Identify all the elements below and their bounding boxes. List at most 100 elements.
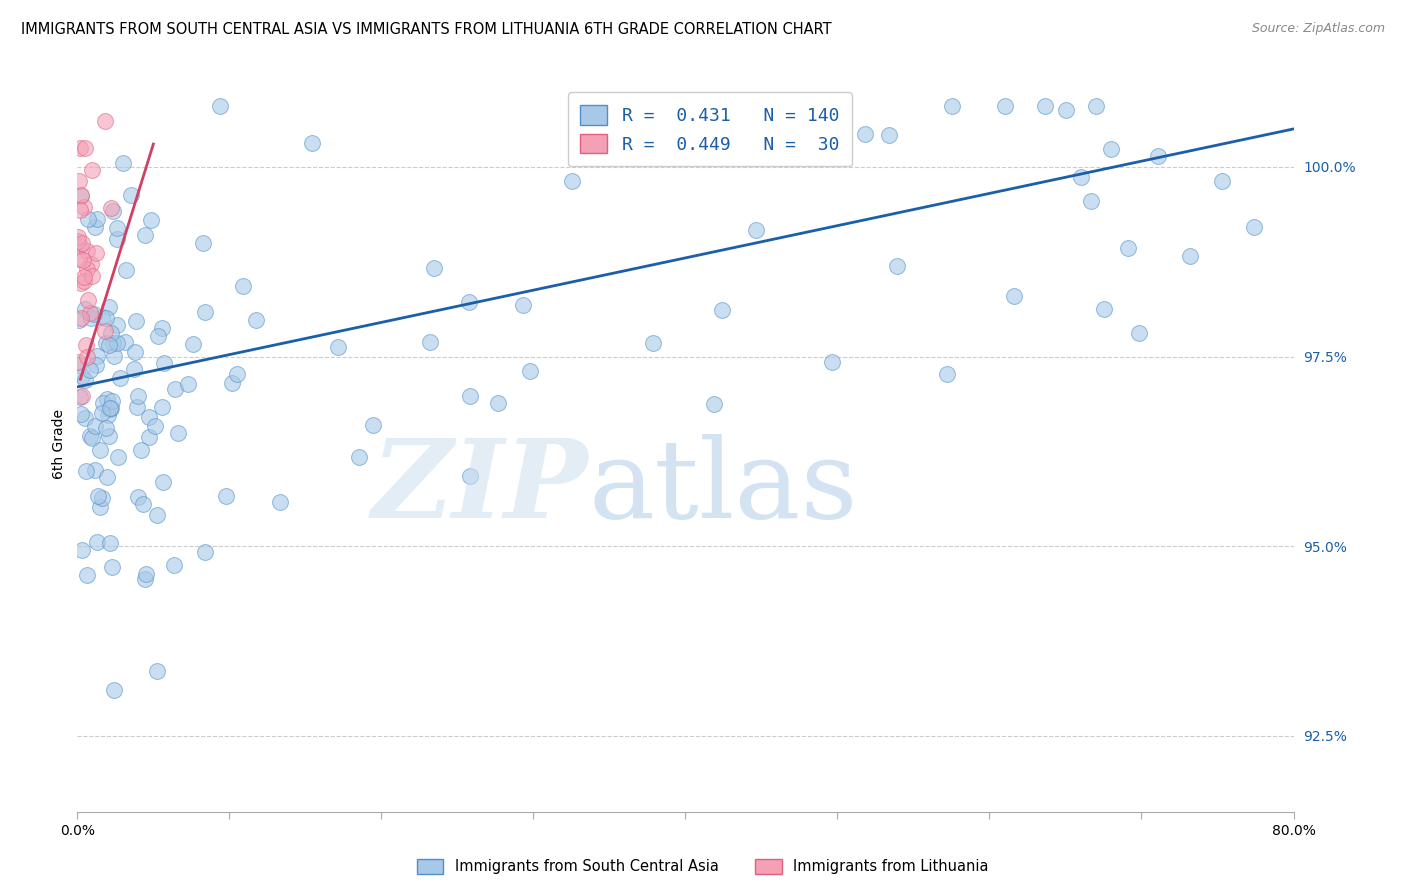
Point — [145, 508, 167, 522]
Point — [129, 442, 152, 457]
Point — [486, 396, 509, 410]
Point — [76, 262, 98, 277]
Point — [77, 211, 100, 226]
Point — [877, 128, 900, 143]
Point — [86, 349, 108, 363]
Point — [519, 364, 541, 378]
Point — [301, 136, 323, 150]
Point — [1211, 174, 1233, 188]
Point — [75, 337, 97, 351]
Point — [73, 200, 96, 214]
Point — [76, 567, 98, 582]
Point — [70, 311, 93, 326]
Point — [73, 274, 96, 288]
Point — [138, 430, 160, 444]
Point — [1085, 99, 1108, 113]
Point — [166, 425, 188, 440]
Point — [70, 542, 93, 557]
Point — [127, 389, 149, 403]
Text: IMMIGRANTS FROM SOUTH CENTRAL ASIA VS IMMIGRANTS FROM LITHUANIA 6TH GRADE CORREL: IMMIGRANTS FROM SOUTH CENTRAL ASIA VS IM… — [21, 22, 832, 37]
Point — [1147, 149, 1170, 163]
Text: Source: ZipAtlas.com: Source: ZipAtlas.com — [1251, 22, 1385, 36]
Point — [1070, 170, 1092, 185]
Text: atlas: atlas — [588, 434, 858, 541]
Point — [561, 174, 583, 188]
Point — [86, 212, 108, 227]
Point — [67, 235, 90, 249]
Point — [67, 358, 90, 372]
Point — [73, 411, 96, 425]
Point — [90, 310, 112, 324]
Point — [94, 311, 117, 326]
Point — [1033, 99, 1056, 113]
Point — [821, 355, 844, 369]
Point — [96, 392, 118, 406]
Point — [183, 337, 205, 351]
Point — [458, 389, 481, 403]
Point — [100, 201, 122, 215]
Point — [1178, 249, 1201, 263]
Point — [100, 536, 122, 550]
Point — [124, 361, 146, 376]
Point — [641, 336, 664, 351]
Point — [150, 321, 173, 335]
Point — [103, 682, 125, 697]
Point — [1002, 289, 1025, 303]
Point — [724, 137, 747, 152]
Y-axis label: 6th Grade: 6th Grade — [52, 409, 66, 479]
Point — [177, 376, 200, 391]
Point — [1099, 142, 1122, 156]
Point — [125, 313, 148, 327]
Point — [703, 397, 725, 411]
Point — [111, 155, 134, 169]
Point — [419, 335, 441, 350]
Point — [100, 326, 122, 340]
Point — [152, 475, 174, 490]
Point — [87, 490, 110, 504]
Point — [108, 371, 131, 385]
Point — [141, 212, 163, 227]
Point — [73, 141, 96, 155]
Point — [94, 420, 117, 434]
Point — [143, 419, 166, 434]
Point — [97, 300, 120, 314]
Point — [114, 334, 136, 349]
Point — [326, 340, 349, 354]
Point — [245, 313, 267, 327]
Point — [105, 318, 128, 332]
Point — [83, 220, 105, 235]
Point — [134, 573, 156, 587]
Point — [150, 401, 173, 415]
Point — [221, 376, 243, 391]
Point — [127, 400, 149, 414]
Point — [163, 558, 186, 572]
Point — [98, 338, 121, 352]
Point — [98, 401, 121, 416]
Point — [127, 490, 149, 504]
Point — [153, 356, 176, 370]
Point — [1243, 220, 1265, 235]
Point — [194, 545, 217, 559]
Point — [70, 276, 93, 290]
Point — [103, 349, 125, 363]
Point — [269, 495, 291, 509]
Point — [710, 303, 733, 318]
Point — [73, 302, 96, 317]
Point — [67, 174, 90, 188]
Point — [225, 367, 247, 381]
Point — [105, 232, 128, 246]
Point — [886, 259, 908, 273]
Point — [96, 469, 118, 483]
Point — [94, 114, 117, 128]
Point — [67, 355, 90, 369]
Point — [458, 469, 481, 483]
Point — [138, 410, 160, 425]
Point — [77, 293, 100, 307]
Point — [83, 418, 105, 433]
Point — [124, 344, 146, 359]
Legend: R =  0.431   N = 140, R =  0.449   N =  30: R = 0.431 N = 140, R = 0.449 N = 30 — [568, 92, 852, 166]
Point — [361, 418, 384, 433]
Point — [120, 188, 142, 202]
Point — [69, 391, 91, 405]
Point — [349, 450, 371, 464]
